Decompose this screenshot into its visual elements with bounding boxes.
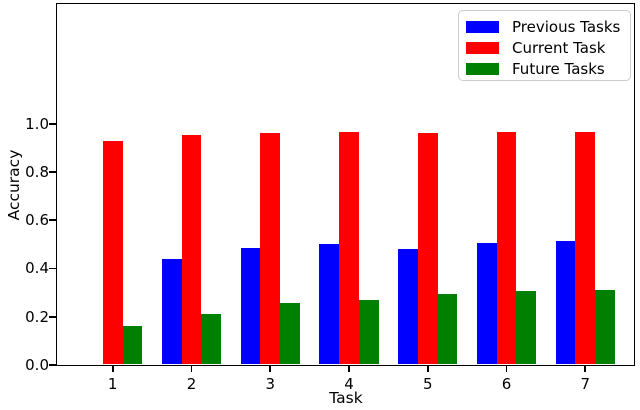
legend-swatch-previous-tasks — [466, 20, 499, 33]
bar-current-task-task-6 — [496, 132, 517, 364]
legend-label: Previous Tasks — [512, 17, 621, 36]
x-tick-label: 6 — [501, 375, 512, 393]
x-tick-label: 5 — [422, 375, 433, 393]
x-tick-label: 3 — [265, 375, 275, 393]
legend: Previous Tasks Current Task Future Tasks — [458, 10, 631, 81]
bar-current-task-task-3 — [260, 133, 281, 364]
y-tick-mark — [49, 122, 56, 125]
bar-previous-tasks-task-2 — [161, 258, 182, 364]
bar-future-tasks-task-7 — [595, 290, 615, 364]
bar-previous-tasks-task-4 — [319, 244, 340, 364]
y-tick-mark — [49, 219, 56, 222]
bar-previous-tasks-task-5 — [398, 249, 418, 364]
bar-future-tasks-task-5 — [437, 293, 458, 364]
x-tick-label: 7 — [580, 375, 591, 393]
legend-item: Future Tasks — [466, 59, 623, 80]
y-tick-mark — [49, 315, 56, 318]
y-tick-label: 0.8 — [25, 162, 49, 181]
x-tick-label: 1 — [107, 375, 118, 393]
legend-item: Current Task — [466, 37, 623, 58]
x-tick-mark — [269, 365, 272, 372]
y-axis-label: Accuracy — [5, 149, 23, 221]
y-tick-label: 1.0 — [25, 114, 49, 133]
x-tick-mark — [348, 365, 350, 372]
legend-label: Future Tasks — [512, 60, 605, 79]
bar-current-task-task-1 — [102, 140, 123, 364]
bar-current-task-task-4 — [339, 132, 359, 364]
bar-previous-tasks-task-6 — [477, 243, 497, 364]
bar-future-tasks-task-3 — [280, 303, 300, 364]
bar-current-task-task-7 — [575, 132, 596, 364]
x-tick-mark — [190, 365, 193, 372]
y-tick-mark — [49, 267, 56, 270]
legend-swatch-future-tasks — [466, 63, 499, 76]
y-tick-label: 0.6 — [25, 211, 49, 230]
y-tick-mark — [49, 364, 56, 366]
bar-future-tasks-task-6 — [516, 291, 537, 364]
x-tick-label: 4 — [344, 375, 354, 393]
bar-future-tasks-task-4 — [358, 299, 379, 364]
legend-item: Previous Tasks — [466, 16, 623, 37]
x-tick-mark — [111, 365, 114, 372]
x-tick-label: 2 — [186, 375, 197, 393]
bar-future-tasks-task-2 — [201, 314, 221, 364]
bar-current-task-task-5 — [417, 133, 438, 364]
legend-label: Current Task — [512, 38, 606, 57]
bar-future-tasks-task-1 — [122, 326, 143, 364]
y-tick-mark — [49, 171, 56, 173]
y-tick-label: 0.4 — [25, 259, 49, 278]
bar-previous-tasks-task-3 — [240, 247, 261, 364]
x-tick-mark — [505, 365, 508, 372]
bar-previous-tasks-task-7 — [555, 240, 576, 364]
bar-current-task-task-2 — [181, 134, 202, 364]
legend-swatch-current-task — [466, 41, 499, 54]
y-tick-label: 0.2 — [25, 307, 49, 326]
x-axis-label: Task — [329, 389, 363, 407]
x-tick-mark — [584, 365, 587, 372]
y-tick-label: 0.0 — [25, 356, 49, 374]
x-tick-mark — [426, 365, 429, 372]
